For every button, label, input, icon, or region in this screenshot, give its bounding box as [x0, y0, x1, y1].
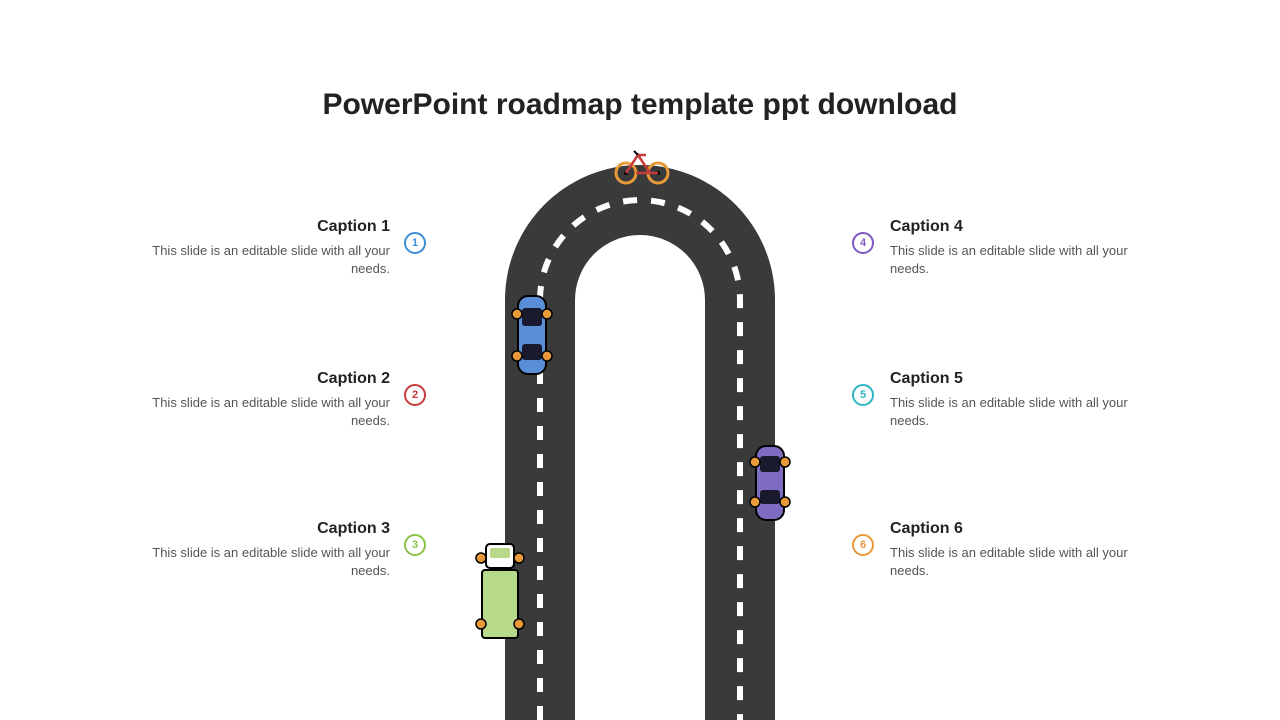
- number-badge-1: 1: [404, 232, 426, 254]
- caption-title: Caption 6: [890, 520, 1130, 538]
- caption-desc: This slide is an editable slide with all…: [890, 394, 1130, 430]
- caption-block-4: Caption 4 This slide is an editable slide…: [890, 218, 1130, 278]
- caption-desc: This slide is an editable slide with all…: [890, 544, 1130, 580]
- caption-block-6: Caption 6 This slide is an editable slide…: [890, 520, 1130, 580]
- caption-desc: This slide is an editable slide with all…: [150, 544, 390, 580]
- caption-block-1: Caption 1 This slide is an editable slide…: [150, 218, 390, 278]
- caption-block-3: Caption 3 This slide is an editable slide…: [150, 520, 390, 580]
- caption-desc: This slide is an editable slide with all…: [150, 242, 390, 278]
- page-title: PowerPoint roadmap template ppt download: [0, 88, 1280, 122]
- caption-title: Caption 2: [150, 370, 390, 388]
- car-blue-icon: [510, 290, 554, 380]
- bicycle-icon: [614, 147, 670, 185]
- caption-desc: This slide is an editable slide with all…: [890, 242, 1130, 278]
- truck-icon: [472, 540, 528, 650]
- caption-title: Caption 1: [150, 218, 390, 236]
- number-badge-5: 5: [852, 384, 874, 406]
- caption-desc: This slide is an editable slide with all…: [150, 394, 390, 430]
- caption-title: Caption 4: [890, 218, 1130, 236]
- number-badge-3: 3: [404, 534, 426, 556]
- caption-title: Caption 3: [150, 520, 390, 538]
- caption-block-5: Caption 5 This slide is an editable slide…: [890, 370, 1130, 430]
- caption-title: Caption 5: [890, 370, 1130, 388]
- number-badge-6: 6: [852, 534, 874, 556]
- car-purple-icon: [748, 440, 792, 526]
- caption-block-2: Caption 2 This slide is an editable slide…: [150, 370, 390, 430]
- number-badge-2: 2: [404, 384, 426, 406]
- number-badge-4: 4: [852, 232, 874, 254]
